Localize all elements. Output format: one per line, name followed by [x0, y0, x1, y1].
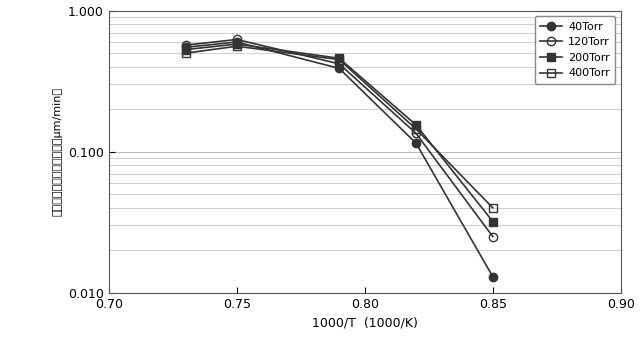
120Torr — [412, 131, 420, 136]
40Torr — [233, 40, 241, 44]
120Torr — [182, 43, 189, 47]
120Torr — [489, 235, 497, 239]
Y-axis label: エピタキシャル成長速度（μm/min）: エピタキシャル成長速度（μm/min） — [52, 87, 63, 216]
200Torr — [182, 47, 189, 52]
400Torr — [335, 57, 343, 62]
200Torr — [233, 42, 241, 46]
200Torr — [335, 56, 343, 60]
400Torr — [489, 206, 497, 210]
Legend: 40Torr, 120Torr, 200Torr, 400Torr: 40Torr, 120Torr, 200Torr, 400Torr — [534, 16, 615, 84]
Line: 120Torr: 120Torr — [181, 35, 497, 241]
Line: 40Torr: 40Torr — [181, 38, 497, 281]
40Torr — [489, 275, 497, 279]
40Torr — [335, 66, 343, 71]
200Torr — [489, 219, 497, 223]
Line: 200Torr: 200Torr — [181, 40, 497, 226]
400Torr — [412, 127, 420, 131]
120Torr — [335, 62, 343, 66]
200Torr — [412, 123, 420, 127]
120Torr — [233, 37, 241, 42]
400Torr — [233, 44, 241, 48]
40Torr — [412, 141, 420, 145]
40Torr — [182, 45, 189, 50]
400Torr — [182, 51, 189, 55]
X-axis label: 1000/T  (1000/K): 1000/T (1000/K) — [312, 316, 418, 329]
Line: 400Torr: 400Torr — [181, 42, 497, 212]
